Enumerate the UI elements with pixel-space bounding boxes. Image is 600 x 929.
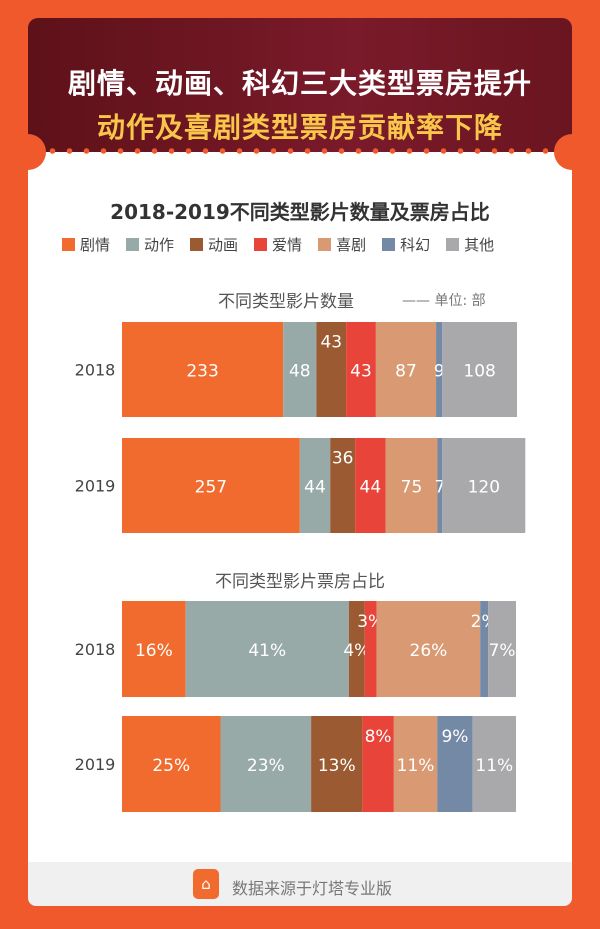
legend-swatch (254, 238, 268, 251)
unit-label: —— 单位: 部 (402, 293, 486, 309)
data-label: 26% (410, 641, 448, 661)
data-label: 4% (343, 641, 370, 661)
bar-segment-喜剧 (385, 438, 438, 533)
bar-segment-爱情 (355, 438, 386, 533)
year-label: 2018 (75, 640, 116, 659)
subheadline: 动作及喜剧类型票房贡献率下降 (96, 111, 503, 144)
bar-segment-科幻 (437, 716, 473, 812)
data-label: 7 (434, 478, 445, 498)
data-label: 108 (463, 362, 495, 382)
bar-segment-爱情 (364, 601, 377, 697)
data-label: 233 (186, 362, 218, 382)
data-label: 41% (248, 641, 286, 661)
data-label: 7% (489, 641, 516, 661)
chart-title: 2018-2019不同类型影片数量及票房占比 (110, 200, 490, 224)
legend-swatch (446, 238, 460, 251)
bar-segment-剧情 (122, 716, 221, 812)
data-label: 257 (195, 478, 227, 498)
data-label: 11% (397, 756, 435, 776)
data-label: 9% (441, 727, 468, 747)
bar-segment-爱情 (346, 322, 376, 417)
data-label: 75 (401, 478, 423, 498)
bar-segment-动作 (185, 601, 349, 697)
bar-segment-喜剧 (376, 601, 481, 697)
data-label: 120 (468, 478, 500, 498)
legend-item: 剧情 (62, 234, 110, 255)
legend-swatch (126, 238, 140, 251)
legend-item: 其他 (446, 234, 494, 255)
bar-segment-其他 (442, 322, 517, 417)
bar-segment-其他 (472, 716, 516, 812)
data-label: 23% (247, 756, 285, 776)
headline: 剧情、动画、科幻三大类型票房提升 (67, 67, 532, 100)
boxoffice-subtitle: 不同类型影片票房占比 (215, 572, 385, 592)
legend-swatch (318, 238, 332, 251)
data-label: 43 (320, 333, 342, 353)
dotted-divider (44, 148, 556, 154)
legend-item: 科幻 (382, 234, 430, 255)
legend-item: 动作 (126, 234, 174, 255)
bar-segment-科幻 (480, 601, 489, 697)
bar-segment-动画 (311, 716, 363, 812)
bar-segment-动作 (299, 438, 331, 533)
bar-segment-动画 (348, 601, 365, 697)
ticket-notch-left (10, 134, 46, 170)
legend-swatch (62, 238, 75, 251)
bar-segment-剧情 (122, 322, 284, 417)
legend-label: 其他 (464, 236, 495, 254)
lighthouse-logo-icon: ⌂ (193, 869, 219, 899)
bar-segment-科幻 (436, 322, 443, 417)
legend-swatch (190, 238, 204, 251)
bar-segment-喜剧 (393, 716, 438, 812)
bar-segment-剧情 (122, 438, 300, 533)
legend-item: 动画 (190, 234, 238, 255)
bar-segment-动作 (220, 716, 312, 812)
year-label: 2019 (75, 755, 116, 774)
ticket-notch-right (554, 134, 590, 170)
data-label: 8% (365, 727, 392, 747)
legend: 剧情 动作 动画 爱情 喜剧 科幻 其他 (62, 234, 494, 255)
bar-segment-喜剧 (375, 322, 437, 417)
data-label: 11% (475, 756, 513, 776)
legend-label: 喜剧 (336, 236, 367, 254)
data-label: 87 (395, 362, 417, 382)
footer (28, 862, 572, 906)
data-label: 44 (360, 478, 382, 498)
year-label: 2019 (75, 477, 116, 496)
count-subtitle: 不同类型影片数量 (218, 292, 354, 312)
bar-segment-动画 (330, 438, 356, 533)
legend-label: 科幻 (400, 236, 431, 254)
year-label: 2018 (75, 361, 116, 380)
data-label: 25% (152, 756, 190, 776)
bar-segment-其他 (442, 438, 526, 533)
legend-swatch (382, 238, 396, 251)
data-label: 9 (434, 362, 445, 382)
bar-segment-动画 (316, 322, 347, 417)
bar-segment-科幻 (437, 438, 443, 533)
legend-item: 喜剧 (318, 234, 366, 255)
legend-label: 动画 (208, 236, 239, 254)
legend-label: 剧情 (80, 236, 111, 254)
data-label: 43 (350, 362, 372, 382)
bar-segment-爱情 (362, 716, 394, 812)
bar-segment-剧情 (122, 601, 186, 697)
bar-segment-动作 (283, 322, 317, 417)
data-label: 44 (304, 478, 326, 498)
data-label: 48 (289, 362, 311, 382)
data-source: 数据来源于灯塔专业版 (232, 879, 393, 898)
legend-item: 爱情 (254, 234, 302, 255)
data-label: 13% (318, 756, 356, 776)
header-banner: 剧情、动画、科幻三大类型票房提升 动作及喜剧类型票房贡献率下降 (28, 18, 572, 152)
legend-label: 爱情 (272, 236, 303, 254)
data-label: 36 (332, 449, 354, 469)
legend-label: 动作 (144, 236, 175, 254)
bar-segment-其他 (488, 601, 516, 697)
data-label: 16% (135, 641, 173, 661)
